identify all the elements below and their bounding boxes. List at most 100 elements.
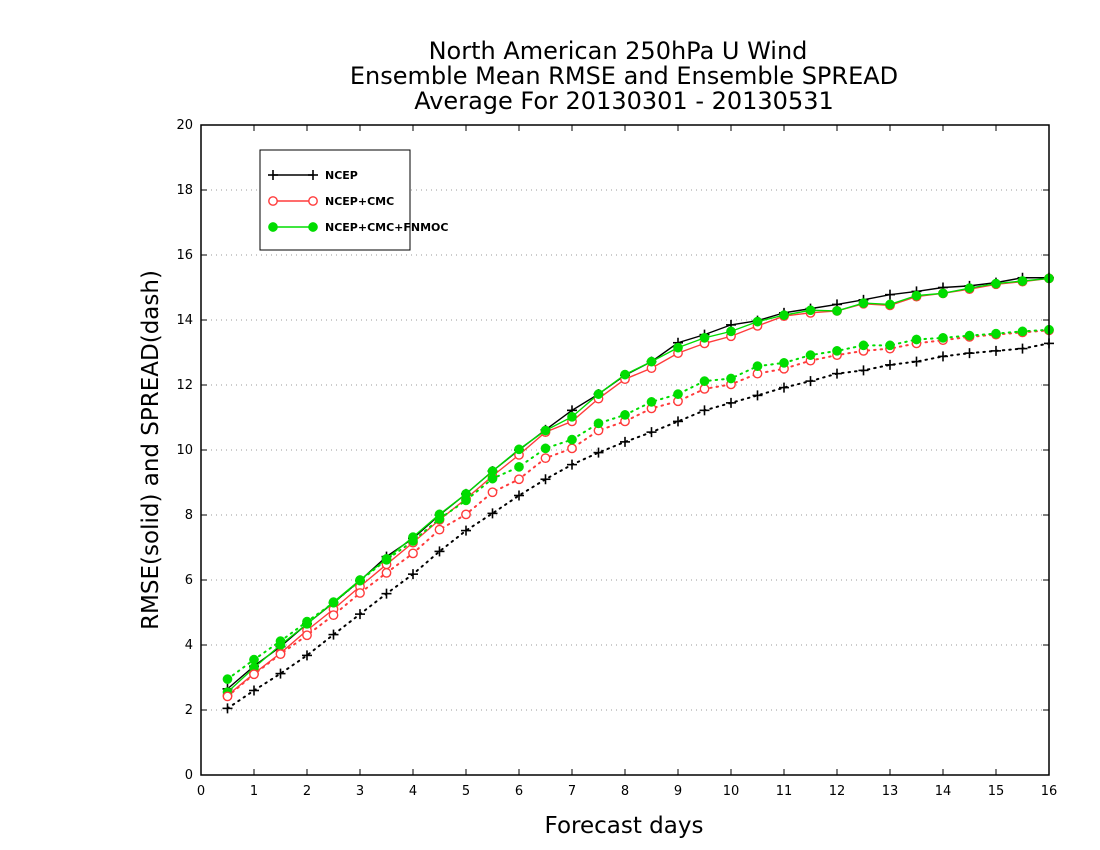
data-point [275,668,286,679]
data-point [1017,276,1028,286]
data-point [1017,343,1028,354]
data-point [593,447,604,458]
data-point [726,373,736,384]
data-point [726,397,736,408]
data-point [381,555,392,565]
data-point [938,333,948,343]
data-point [779,382,789,393]
data-point [699,376,710,386]
data-point [858,340,869,351]
data-point [911,290,922,301]
data-point [408,569,418,580]
data-point [779,310,789,320]
gridlines [201,189,1049,711]
y-tick-label: 8 [185,508,193,523]
x-tick-label: 10 [723,784,740,799]
data-point [699,333,710,343]
data-point [991,328,1001,339]
data-point [646,427,657,438]
data-point [620,369,630,380]
data-point [885,359,895,370]
y-tick-label: 0 [185,768,193,783]
legend-marker-right [308,222,318,232]
x-tick-label: 2 [303,784,311,799]
y-axis-label: RMSE(solid) and SPREAD(dash) [138,270,164,630]
legend-entry: NCEP+CMC+FNMOC [268,221,448,234]
data-point [487,487,498,498]
data-point [514,490,524,501]
series-line [226,329,1050,698]
legend-label: NCEP+CMC+FNMOC [325,221,448,234]
data-point [911,356,922,367]
data-point [222,691,233,702]
data-point [964,348,975,359]
x-tick-label: 16 [1041,784,1058,799]
series-line [226,328,1050,681]
x-axis-label: Forecast days [545,813,704,839]
data-point [620,410,630,420]
x-tick-label: 13 [882,784,899,799]
data-point [355,575,365,586]
data-point [328,629,339,640]
x-tick-label: 0 [197,784,205,799]
x-tick-label: 14 [935,784,952,799]
data-point [885,340,895,351]
series-solid-ncep-cmc-fnmoc [222,273,1054,697]
data-point [328,597,339,608]
data-point [593,389,604,399]
data-point [779,358,789,368]
data-point [646,356,657,367]
data-point [434,514,445,524]
data-point [408,536,418,546]
data-point [461,525,471,536]
data-point [514,444,524,455]
series-solid-ncep-cmc [222,273,1054,701]
data-point [832,306,842,316]
data-point [302,650,312,661]
data-point [991,278,1001,289]
data-point [938,351,948,362]
series-layer [222,272,1054,714]
x-tick-label: 12 [829,784,846,799]
data-point [434,524,445,535]
data-point [540,425,551,436]
x-tick-label: 11 [776,784,793,799]
data-point [752,390,763,401]
legend-label: NCEP [325,169,358,182]
data-point [381,588,392,599]
data-point [355,609,365,620]
data-point [699,383,710,394]
data-point [805,376,816,387]
legend-box [259,149,411,251]
data-point [302,616,312,627]
data-point [461,495,471,506]
data-point [858,298,869,308]
data-point [408,548,418,559]
data-point [540,474,551,485]
data-point [726,326,736,337]
legend-marker-left [268,170,278,180]
series-dash-ncep [222,338,1054,714]
x-tick-label: 8 [621,784,629,799]
data-point [858,365,869,376]
data-point [355,588,365,598]
data-point [461,509,471,520]
data-point [540,443,551,454]
data-point [222,703,233,714]
data-point [991,345,1001,356]
data-point [805,305,816,316]
legend-label: NCEP+CMC [325,195,394,208]
data-point [832,368,842,379]
data-point [567,443,577,454]
data-point [222,674,233,684]
x-tick-label: 9 [674,784,682,799]
data-point [487,508,498,519]
data-point [381,567,392,578]
data-point [593,418,604,429]
data-point [567,459,577,470]
data-point [434,546,445,557]
series-dash-ncep-cmc [222,325,1054,702]
data-point [620,436,630,447]
